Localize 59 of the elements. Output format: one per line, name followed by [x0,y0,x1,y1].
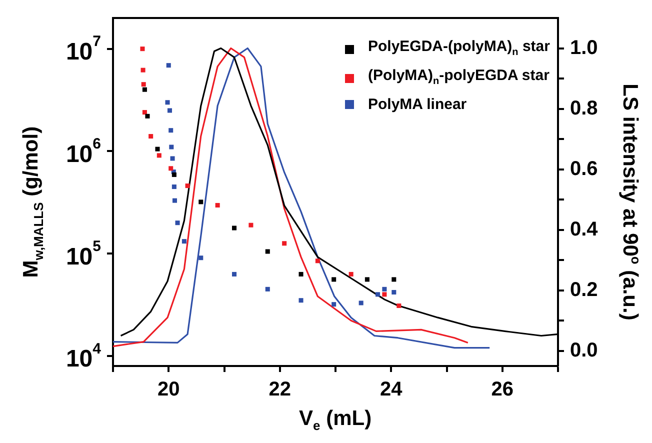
y2-tick-label: 0.0 [570,339,598,362]
point [156,153,162,158]
point [348,272,354,276]
point [364,277,370,282]
point [142,87,147,92]
legend-label: PolyEGDA-(polyMA)$_{n}$ star [368,37,550,60]
point [172,198,178,203]
point [182,239,186,244]
point [248,222,254,228]
point [298,272,304,276]
point [315,258,320,264]
x-axis-title: V$_{e}$ (mL) [299,407,372,434]
point [168,166,174,171]
point [166,63,171,68]
point [148,134,154,139]
point [265,286,270,292]
point [141,82,146,87]
point [382,292,387,297]
point [145,114,150,118]
point [265,249,270,254]
x-tick-label: 22 [268,378,291,401]
point [142,110,147,115]
point [392,290,396,295]
point [232,226,237,230]
point [169,144,174,150]
point [168,128,174,133]
point [140,68,146,72]
y2-tick-label: 0.2 [570,278,598,301]
y2-tick-label: 0.4 [570,218,599,240]
y2-tick-label: 0.8 [570,97,598,120]
point [392,277,396,282]
point [172,184,176,190]
point [282,241,287,246]
point [232,272,237,276]
legend-label: (PolyMA)$_{n}$-polyEGDA star [368,66,550,89]
point [215,202,220,208]
point [298,298,304,303]
y2-tick-label: 1.0 [570,36,598,59]
point [175,220,180,226]
point [140,46,145,52]
point [165,100,170,105]
x-tick-label: 26 [491,378,514,401]
point [170,156,175,161]
point [185,184,190,188]
x-tick-label: 24 [380,378,404,401]
legend-label: PolyMA linear [368,95,467,115]
x-tick-label: 20 [158,378,180,401]
y2-tick-label: 0.6 [570,158,598,180]
point [358,300,364,306]
point [172,172,176,177]
point [167,108,172,113]
point [155,146,160,152]
point [382,286,387,292]
point [198,256,204,260]
point [332,277,336,282]
point [332,302,336,307]
point [396,303,402,308]
point [198,200,204,204]
point [376,292,380,297]
